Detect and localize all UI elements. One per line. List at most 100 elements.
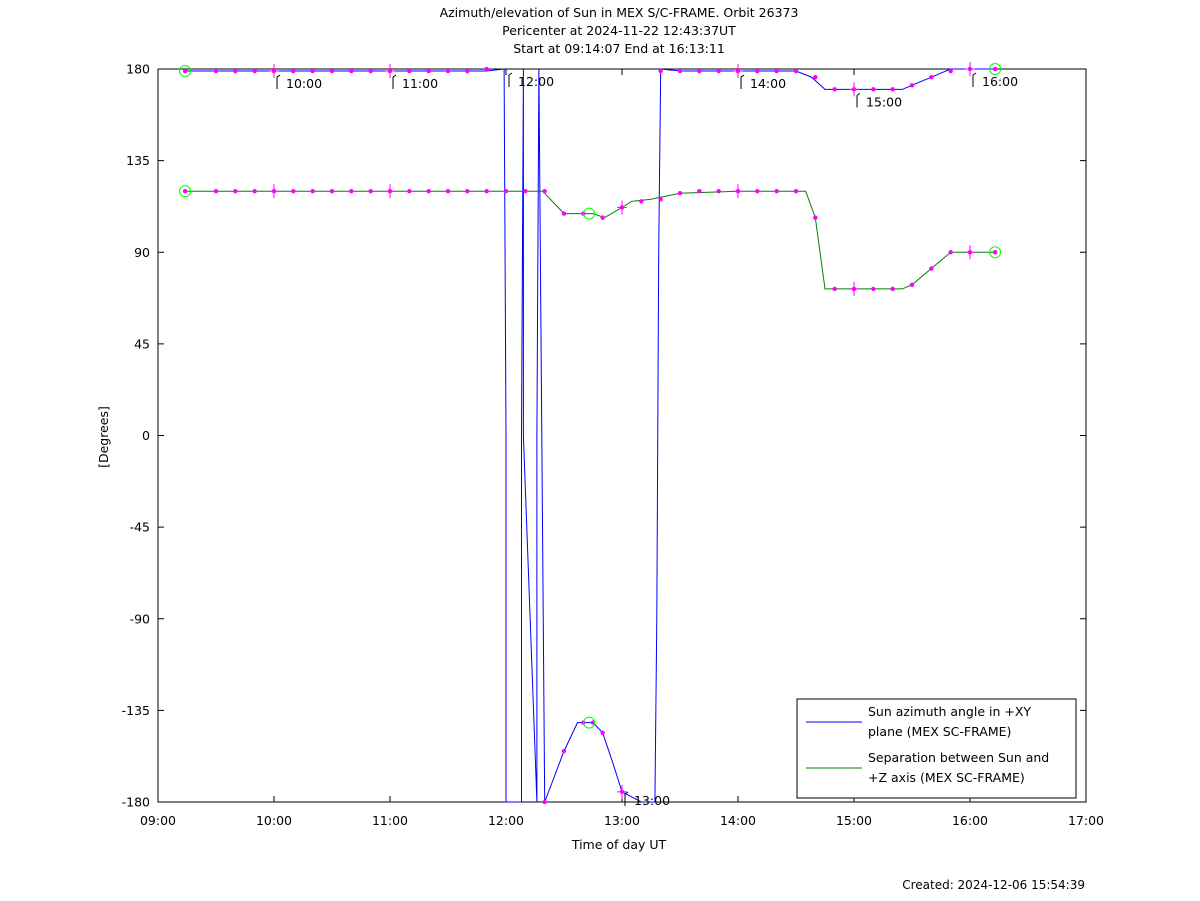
azimuth-marker [600,730,605,735]
time-annotations: 10:00 11:00 12:00 13:00 14:00 15:00 16:00 [276,72,1018,808]
separation-marker [755,188,760,194]
separation-marker [832,286,837,292]
legend-label: Separation between Sun and [868,750,1049,765]
separation-marker [992,250,998,255]
separation-marker [233,188,238,194]
separation-marker [445,188,451,194]
separation-marker [310,188,315,194]
x-tick-label: 16:00 [952,813,988,828]
azimuth-marker [929,74,934,80]
axis-ticks: 09:00 10:00 11:00 12:00 13:00 14:00 15:00 16:00… [122,62,1104,829]
separation-marker [793,188,799,194]
separation-marker [523,188,528,194]
x-tick-label: 14:00 [720,813,756,828]
separation-marker [639,199,644,204]
separation-marker [368,188,373,194]
azimuth-marker [871,87,876,92]
separation-marker [813,215,818,220]
separation-marker [561,211,567,216]
title-line: Azimuth/elevation of Sun in MEX S/C-FRAM… [440,5,799,20]
title-line: Pericenter at 2024-11-22 12:43:37UT [502,23,736,38]
x-tick-label: 11:00 [372,813,408,828]
separation-marker [909,282,915,288]
separation-marker [407,188,412,194]
separation-marker [948,250,953,255]
separation-marker [484,188,489,194]
chart-title: Azimuth/elevation of Sun in MEX S/C-FRAM… [440,5,799,56]
plot-frame [157,68,1087,803]
azimuth-marker [774,68,779,74]
endpoint-circle [179,185,192,198]
azimuth-marker [233,68,238,74]
annotation-label: 13:00 [634,793,670,808]
azimuth-marker [310,68,315,74]
legend-box [796,698,1077,799]
separation-marker [697,188,702,194]
annotation-label: 11:00 [402,76,438,91]
annotation-label: 14:00 [750,76,786,91]
annotation-label: 12:00 [518,74,554,89]
azimuth-marker [755,68,760,74]
endpoint-circle [989,246,1002,259]
separation-marker [426,188,431,194]
annotation-tick [624,791,629,795]
azimuth-marker [658,68,663,74]
endpoint-circle [179,65,192,78]
separation-marker [349,188,354,194]
annotation-tick [972,72,977,76]
annotation-label: 15:00 [866,94,902,109]
azimuth-marker [992,66,998,72]
azimuth-marker [813,74,818,80]
separation-marker [658,197,663,202]
separation-marker [542,188,547,194]
separation-marker [291,188,296,194]
azimuth-marker [484,66,489,72]
azimuth-marker [948,68,953,74]
annotation-tick [508,72,513,76]
separation-marker [465,188,470,194]
separation-marker [503,188,509,194]
x-tick-label: 12:00 [488,813,524,828]
created-timestamp: Created: 2024-12-06 15:54:39 [902,878,1085,892]
endpoint-circle [583,207,596,220]
azimuth-marker [832,87,837,92]
x-tick-label: 17:00 [1068,813,1104,828]
separation-line [185,190,996,290]
azimuth-marker [561,748,567,754]
azimuth-marker [368,68,373,74]
annotation-tick [856,92,861,96]
title-line: Start at 09:14:07 End at 16:13:11 [513,41,725,56]
x-tick-label: 13:00 [604,813,640,828]
separation-marker [252,188,257,194]
azimuth-marker [890,87,895,92]
azimuth-marker [252,68,257,74]
azimuth-marker [677,68,683,74]
legend-label: plane (MEX SC-FRAME) [868,724,1011,739]
y-tick-label: 90 [134,245,150,260]
azimuth-marker [426,68,431,74]
legend: Sun azimuth angle in +XY plane (MEX SC-FR… [796,698,1077,799]
annotation-label: 16:00 [982,74,1018,89]
y-tick-label: -135 [122,703,150,718]
separation-marker [329,188,335,194]
separation-marker [929,266,934,271]
y-tick-label: -45 [130,520,150,535]
y-tick-label: -90 [130,611,150,626]
azimuth-marker [697,68,702,74]
annotation-tick [276,74,281,78]
azimuth-marker [213,68,219,74]
legend-label: Sun azimuth angle in +XY [868,704,1031,719]
azimuth-marker [349,68,354,74]
azimuth-marker [291,68,296,74]
separation-marker [871,286,876,292]
x-tick-label: 09:00 [140,813,176,828]
azimuth-marker [793,68,799,74]
annotation-tick [740,74,745,78]
annotation-label: 10:00 [286,76,322,91]
annotation-tick [392,74,397,78]
x-axis-label: Time of day UT [571,837,667,852]
azimuth-marker [909,83,915,88]
y-tick-label: -180 [122,795,150,810]
azimuth-marker [716,68,721,74]
